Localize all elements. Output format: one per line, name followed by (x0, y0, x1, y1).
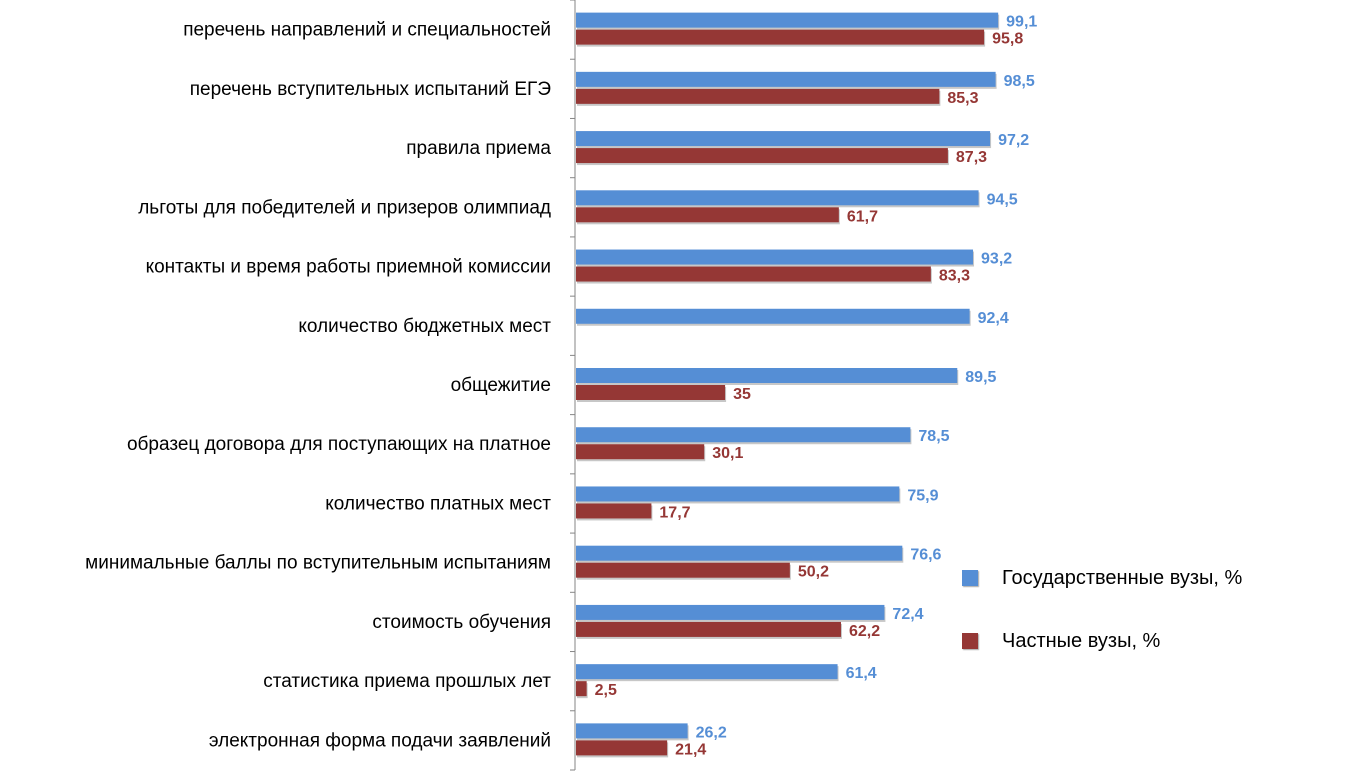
value-label-private: 83,3 (939, 268, 970, 285)
bar-state (576, 249, 974, 265)
bar-state (576, 131, 991, 147)
category-label: стоимость обучения (372, 612, 551, 633)
bar-state (576, 723, 688, 739)
bar-private (576, 266, 931, 282)
category-label: образец договора для поступающих на плат… (127, 434, 551, 455)
value-label-private: 95,8 (992, 31, 1023, 48)
value-label-state: 61,4 (846, 665, 877, 682)
value-label-state: 93,2 (981, 251, 1012, 268)
value-label-state: 98,5 (1004, 73, 1035, 90)
bar-state (576, 368, 958, 383)
bar-state (576, 486, 900, 502)
category-label: перечень вступительных испытаний ЕГЭ (190, 79, 551, 100)
bar-private (576, 148, 948, 164)
bar-state (576, 604, 885, 620)
value-label-state: 26,2 (696, 724, 727, 741)
value-label-state: 78,5 (918, 428, 949, 445)
legend-label-state: Государственные вузы, % (1002, 566, 1243, 589)
value-label-state: 97,2 (998, 132, 1029, 149)
bar-state (576, 427, 911, 443)
value-label-state: 72,4 (892, 606, 923, 623)
bar-private (576, 385, 726, 400)
category-label: электронная форма подачи заявлений (209, 730, 551, 751)
bar-private (576, 621, 841, 637)
bar-private (576, 207, 839, 223)
category-label: общежитие (451, 375, 551, 396)
value-label-state: 76,6 (910, 547, 941, 564)
value-label-private: 50,2 (798, 564, 829, 581)
value-label-private: 17,7 (659, 504, 690, 521)
value-label-private: 2,5 (595, 682, 617, 699)
category-label: минимальные баллы по вступительным испыт… (85, 553, 551, 574)
category-label: правила приема (406, 138, 551, 159)
category-label: количество бюджетных мест (298, 316, 551, 337)
category-label: количество платных мест (325, 493, 551, 514)
bar-private (576, 562, 790, 578)
value-label-private: 85,3 (947, 90, 978, 107)
legend-label-private: Частные вузы, % (1002, 629, 1161, 652)
bar-private (576, 88, 940, 104)
bar-private (576, 503, 652, 519)
value-label-state: 92,4 (978, 310, 1009, 327)
bar-private (576, 29, 985, 45)
value-label-state: 94,5 (987, 191, 1018, 208)
bar-state (576, 545, 903, 561)
category-label: перечень направлений и специальностей (183, 20, 551, 41)
bar-state (576, 190, 979, 206)
bar-private (576, 444, 705, 460)
legend: Государственные вузы, % Частные вузы, % (962, 563, 1242, 689)
bar-state (576, 308, 970, 324)
legend-swatch-private (962, 633, 978, 649)
bar-state (576, 71, 996, 87)
value-label-private: 62,2 (849, 623, 880, 640)
category-label: статистика приема прошлых лет (263, 671, 551, 692)
bar-state (576, 12, 999, 28)
value-label-private: 21,4 (675, 741, 706, 758)
legend-swatch-state (962, 570, 978, 586)
legend-item-state: Государственные вузы, % (962, 563, 1242, 593)
value-label-private: 30,1 (712, 445, 743, 462)
bar-state (576, 664, 838, 680)
value-label-state: 99,1 (1006, 14, 1037, 31)
category-label: контакты и время работы приемной комисси… (146, 257, 551, 278)
category-label: льготы для победителей и призеров олимпи… (138, 197, 551, 218)
legend-item-private: Частные вузы, % (962, 626, 1242, 656)
value-label-state: 89,5 (965, 369, 996, 386)
bar-private (576, 681, 587, 697)
value-label-private: 61,7 (847, 208, 878, 225)
value-label-state: 75,9 (907, 487, 938, 504)
value-label-private: 87,3 (956, 149, 987, 166)
bar-private (576, 740, 668, 756)
value-label-private: 35 (733, 386, 751, 403)
